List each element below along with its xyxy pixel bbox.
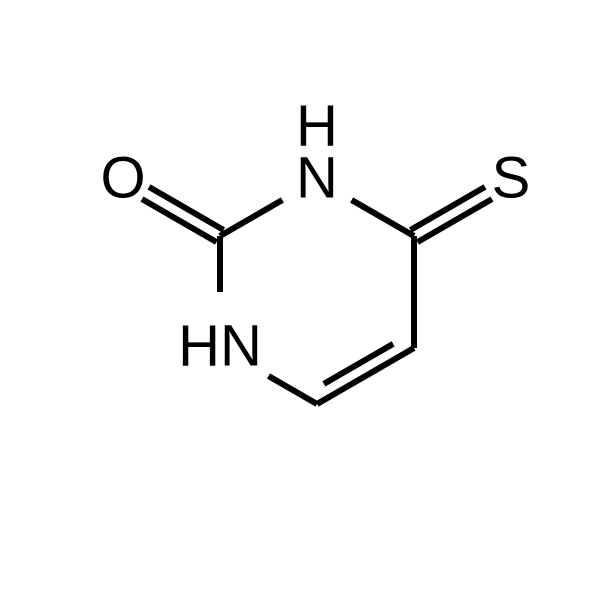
- atom-label-O: O: [100, 145, 145, 210]
- atom-label-S: S: [492, 145, 531, 210]
- bond: [352, 200, 414, 236]
- atom-label-N1: HN: [178, 313, 262, 378]
- atom-label-N3-H: H: [296, 93, 338, 158]
- chemical-structure-diagram: ONHSHN: [0, 0, 600, 600]
- bond: [220, 200, 282, 236]
- bond: [268, 376, 317, 404]
